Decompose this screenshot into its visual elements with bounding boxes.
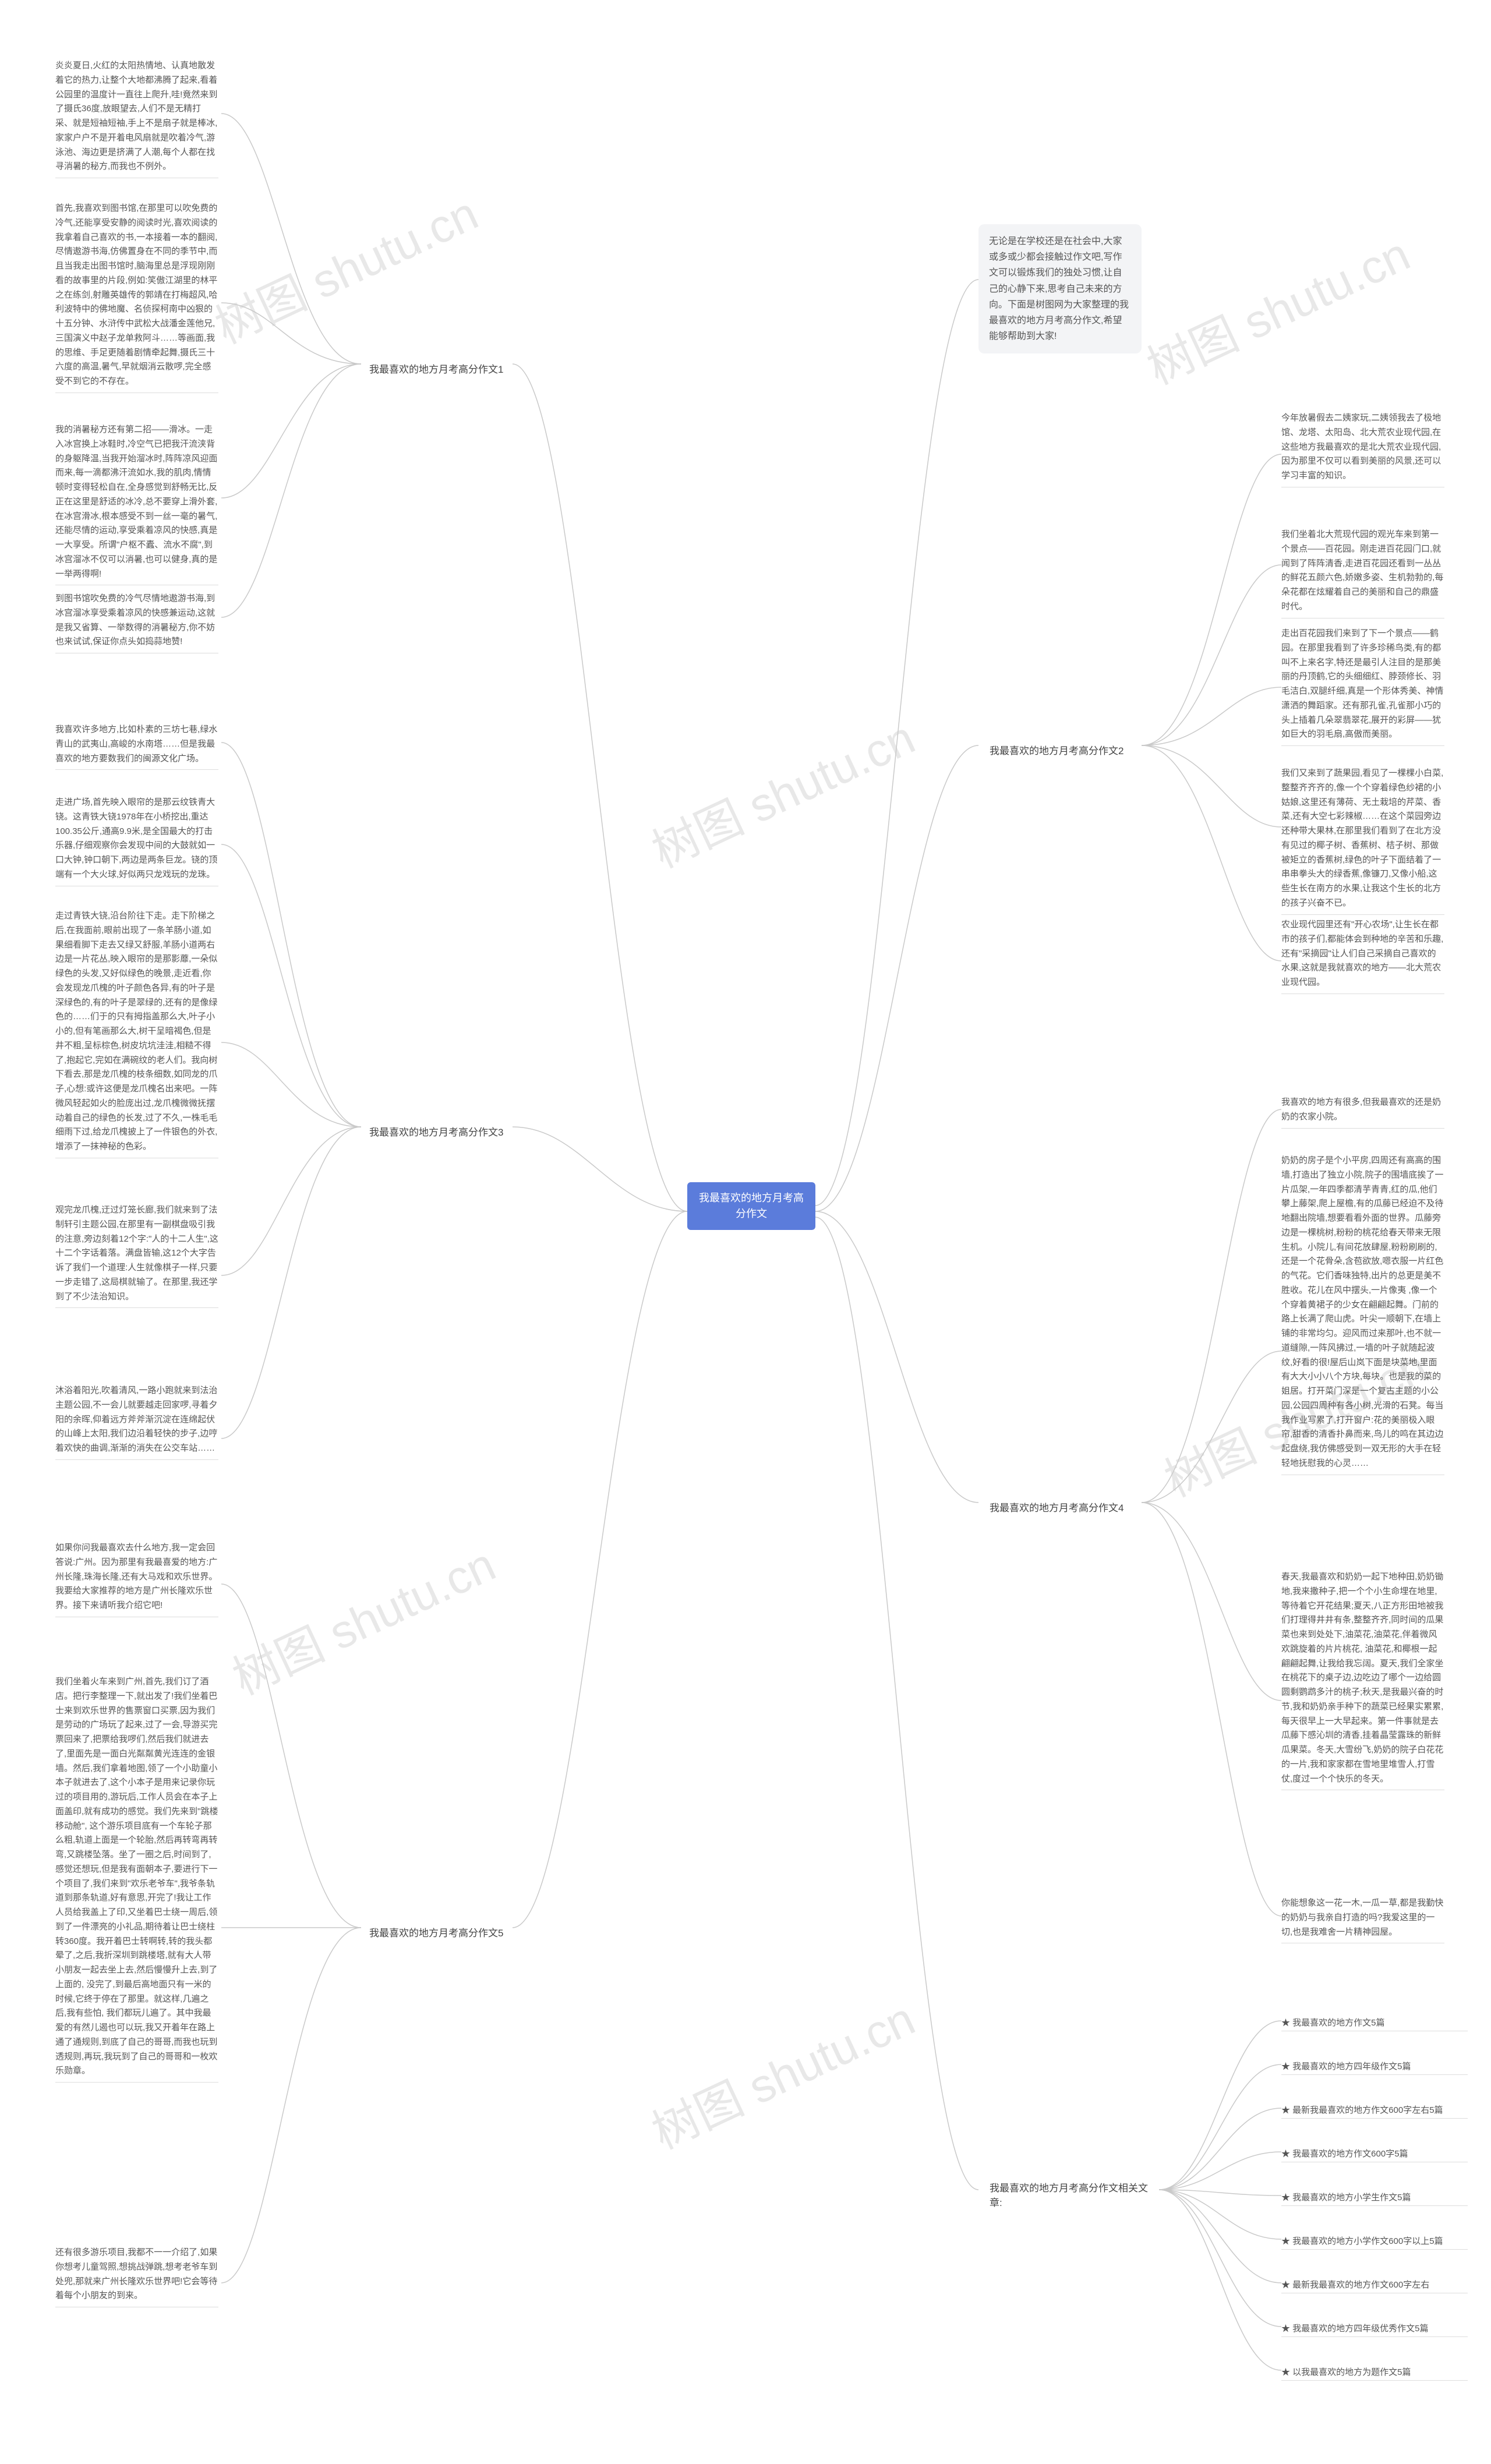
leaf-text: 我喜欢许多地方,比如朴素的三坊七巷,绿水青山的武夷山,高峻的水南塔……但是我最喜… [55,719,218,770]
related-link[interactable]: ★ 我最喜欢的地方作文600字5篇 [1281,2145,1468,2162]
leaf-text: 如果你问我最喜欢去什么地方,我一定会回答说:广州。因为那里有我最喜爱的地方:广州… [55,1537,218,1617]
watermark: 树图 shutu.cn [220,1528,504,1708]
leaf-text: 沐浴着阳光,吹着清风,一路小跑就来到法治主题公园,不一会儿就要越走回家啰,寻着夕… [55,1380,218,1460]
topic-essay-1[interactable]: 我最喜欢的地方月考高分作文1 [361,356,511,380]
leaf-text: 今年放暑假去二姨家玩,二姨领我去了极地馆、龙塔、太阳岛、北大荒农业现代园,在这些… [1281,408,1444,487]
related-link[interactable]: ★ 我最喜欢的地方小学生作文5篇 [1281,2189,1468,2206]
leaf-text: 到图书馆吹免费的冷气尽情地遨游书海,到冰宫溜冰享受乘着凉风的快感兼运动,这就是我… [55,588,218,653]
topic-essay-5[interactable]: 我最喜欢的地方月考高分作文5 [361,1920,511,1944]
leaf-text: 我的消暑秘方还有第二招——滑冰。一走入冰宫换上冰鞋时,冷空气已把我汗流浃背的身躯… [55,419,218,585]
related-link[interactable]: ★ 我最喜欢的地方四年级优秀作文5篇 [1281,2320,1468,2337]
related-link[interactable]: ★ 我最喜欢的地方作文5篇 [1281,2014,1468,2031]
watermark: 树图 shutu.cn [203,176,487,357]
leaf-text: 我们坐着北大荒现代园的观光车来到第一个景点——百花园。刚走进百花园门口,就闻到了… [1281,524,1444,618]
center-node[interactable]: 我最喜欢的地方月考高分作文 [687,1182,815,1230]
leaf-text: 我们坐着火车来到广州,首先,我们订了酒店。把行李整理一下,就出发了!我们坐着巴士… [55,1671,218,2083]
related-link[interactable]: ★ 最新我最喜欢的地方作文600字左右 [1281,2276,1468,2293]
topic-essay-2[interactable]: 我最喜欢的地方月考高分作文2 [981,738,1132,762]
leaf-text: 走过青铁大铙,沿台阶往下走。走下阶梯之后,在我面前,眼前出现了一条羊肠小道,如果… [55,906,218,1158]
topic-essay-4[interactable]: 我最喜欢的地方月考高分作文4 [981,1495,1132,1519]
leaf-text: 奶奶的房子是个小平房,四周还有高高的围墙,打造出了独立小院,院子的围墙底挨了一片… [1281,1150,1444,1475]
leaf-text: 还有很多游乐项目,我都不一一介绍了,如果你想考儿童驾照,想挑战弹跳,想考老爷车到… [55,2242,218,2307]
leaf-text: 走进广场,首先映入眼帘的是那云纹铁青大铙。这青铁大铙1978年在小桥挖出,重达1… [55,792,218,886]
related-link[interactable]: ★ 最新我最喜欢的地方作文600字左右5篇 [1281,2101,1468,2119]
leaf-text: 你能想象这一花一木,一瓜一草,都是我勤快的奶奶与我亲自打造的吗?我爱这里的一切,… [1281,1893,1444,1943]
leaf-text: 走出百花园我们来到了下一个景点——鹤园。在那里我看到了许多珍稀鸟类,有的都叫不上… [1281,623,1444,746]
leaf-text: 我们又来到了蔬果园,看见了一棵棵小白菜,整整齐齐齐的,像一个个穿着绿色纱裙的小姑… [1281,763,1444,915]
intro-node: 无论是在学校还是在社会中,大家或多或少都会接触过作文吧,写作文可以锻炼我们的独处… [978,224,1142,353]
leaf-text: 首先,我喜欢到图书馆,在那里可以吹免费的冷气,还能享受安静的阅读时光,喜欢阅读的… [55,198,218,393]
topic-essay-3[interactable]: 我最喜欢的地方月考高分作文3 [361,1119,511,1143]
leaf-text: 我喜欢的地方有很多,但我最喜欢的还是奶奶的农家小院。 [1281,1092,1444,1129]
connector-lines [0,0,1491,2464]
watermark: 树图 shutu.cn [639,1982,924,2162]
topic-related-links[interactable]: 我最喜欢的地方月考高分作文相关文章: [981,2175,1156,2214]
related-link[interactable]: ★ 我最喜欢的地方小学作文600字以上5篇 [1281,2232,1468,2250]
related-link[interactable]: ★ 以我最喜欢的地方为题作文5篇 [1281,2363,1468,2381]
related-link[interactable]: ★ 我最喜欢的地方四年级作文5篇 [1281,2058,1468,2075]
leaf-text: 春天,我最喜欢和奶奶一起下地种田,奶奶锄地,我来撒种子,把一个个小生命埋在地里,… [1281,1567,1444,1790]
leaf-text: 观完龙爪槐,迂过灯笼长廊,我们就来到了法制轩引主题公园,在那里有一副棋盘吸引我的… [55,1200,218,1308]
watermark: 树图 shutu.cn [639,701,924,881]
leaf-text: 农业现代园里还有"开心农场",让生长在都市的孩子们,都能体会到种地的辛苦和乐趣,… [1281,914,1444,994]
leaf-text: 炎炎夏日,火红的太阳热情地、认真地散发着它的热力,让整个大地都沸腾了起来,看着公… [55,55,218,178]
watermark: 树图 shutu.cn [1135,217,1419,398]
